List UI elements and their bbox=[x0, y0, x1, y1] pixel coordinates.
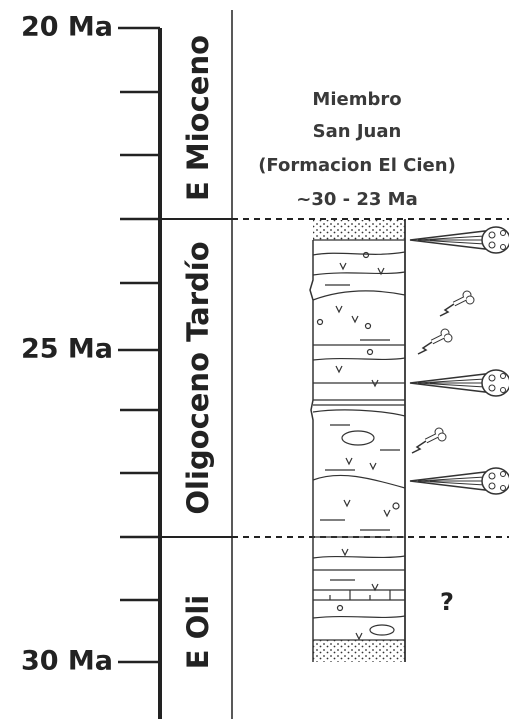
epoch-column: E Mioceno Oligoceno Tardío E Oli bbox=[160, 10, 509, 719]
stratigraphic-column bbox=[310, 219, 405, 662]
unit-line: Miembro bbox=[312, 89, 401, 110]
epoch-label: Oligoceno Tardío bbox=[181, 241, 215, 514]
epoch-label: E Mioceno bbox=[181, 35, 215, 201]
epoch-label: E Oli bbox=[181, 595, 215, 669]
time-axis: 20 Ma 25 Ma 30 Ma bbox=[21, 12, 160, 719]
unit-line: ~30 - 23 Ma bbox=[296, 189, 418, 210]
unknown-marker: ? bbox=[440, 588, 454, 616]
age-label: 30 Ma bbox=[21, 646, 113, 677]
unit-line: San Juan bbox=[313, 121, 402, 142]
unit-line: (Formacion El Cien) bbox=[258, 155, 456, 176]
age-label: 20 Ma bbox=[21, 12, 113, 43]
fossil-icons bbox=[410, 227, 509, 494]
age-label: 25 Ma bbox=[21, 334, 113, 365]
unit-title: Miembro San Juan (Formacion El Cien) ~30… bbox=[258, 89, 456, 210]
strat-diagram: 20 Ma 25 Ma 30 Ma E Mioceno Oligoceno Ta… bbox=[0, 0, 509, 719]
